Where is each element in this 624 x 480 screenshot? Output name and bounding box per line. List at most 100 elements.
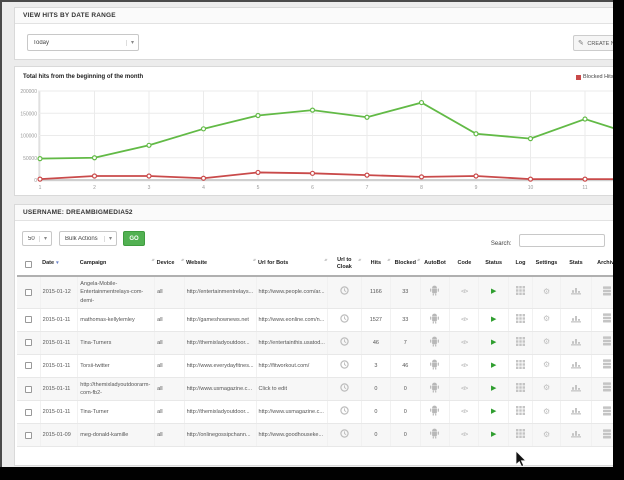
code-icon[interactable]: </> [461,409,468,416]
clock-icon[interactable] [340,383,349,394]
cell-log[interactable] [507,423,533,448]
clock-icon[interactable] [340,406,349,417]
col-header-campaign[interactable]: Campaign ▴▾ [77,253,155,277]
row-checkbox[interactable] [24,385,32,393]
cell-autobot[interactable] [419,377,450,402]
cell-url_to_cloak[interactable] [326,276,362,309]
clock-icon[interactable] [340,286,349,297]
robot-icon[interactable] [430,359,440,372]
cell-url_for_bots[interactable]: http://www.usmagazine.c... [255,400,328,425]
cell-settings[interactable]: ⚙ [532,331,561,355]
cell-code[interactable]: </> [449,354,479,378]
row-checkbox[interactable] [24,288,32,296]
cell-url_to_cloak[interactable] [326,377,362,402]
grid-icon[interactable] [515,382,525,394]
cell-settings[interactable]: ⚙ [532,354,561,378]
cell-status[interactable]: ▶ [478,377,509,402]
cell-url_for_bots[interactable]: Click to edit [255,377,328,402]
gear-icon[interactable]: ⚙ [542,406,551,416]
cell-url_for_bots[interactable]: http://fitworkout.com/ [255,354,328,378]
cell-autobot[interactable] [419,276,450,309]
row-checkbox[interactable] [24,339,32,347]
cell-url_to_cloak[interactable] [326,308,362,332]
cell-checkbox[interactable] [17,308,41,332]
cell-checkbox[interactable] [17,400,41,425]
code-icon[interactable]: </> [461,385,468,392]
cell-url_for_bots[interactable]: http://www.goodhouseke... [255,423,328,448]
row-checkbox[interactable] [24,431,32,439]
cell-code[interactable]: </> [449,377,479,402]
clock-icon[interactable] [340,313,349,325]
cell-checkbox[interactable] [17,276,41,309]
cell-website[interactable]: http://themixladyoutdoor... [183,400,257,425]
gear-icon[interactable]: ⚙ [542,337,551,347]
chart-icon[interactable] [570,288,581,297]
cell-log[interactable] [507,308,533,332]
cell-code[interactable]: </> [449,276,479,309]
create-new-campaign-button[interactable]: ✎ CREATE NEW CAMPAIGN [573,35,624,51]
cell-status[interactable]: ▶ [478,400,509,425]
cell-device[interactable]: all [154,354,185,378]
chart-icon[interactable] [570,315,581,325]
play-icon[interactable]: ▶ [490,315,497,323]
cell-stats[interactable] [559,331,592,355]
robot-icon[interactable] [430,285,440,298]
cell-checkbox[interactable] [17,423,41,448]
code-icon[interactable]: </> [461,339,468,346]
cell-log[interactable] [507,276,533,309]
play-icon[interactable]: ▶ [490,384,497,392]
cell-status[interactable]: ▶ [478,276,509,309]
code-icon[interactable]: </> [461,289,468,296]
cell-device[interactable]: all [154,423,185,448]
search-input[interactable] [519,234,605,248]
chart-icon[interactable] [570,361,581,371]
code-icon[interactable]: </> [461,362,468,369]
cell-status[interactable]: ▶ [478,308,509,332]
cell-code[interactable]: </> [449,423,479,448]
col-header-hits[interactable]: Hits ▴▾ [361,253,390,277]
chart-icon[interactable] [570,431,581,440]
col-header-url_to_cloak[interactable]: Url to Cloak ▴▾ [327,253,361,277]
col-header-blocked[interactable]: Blocked ▴▾ [390,253,420,277]
col-header-website[interactable]: Website ▴▾ [184,253,256,277]
robot-icon[interactable] [430,336,440,349]
cell-website[interactable]: http://www.usmagazine.c... [183,377,257,402]
archive-icon[interactable] [602,286,612,298]
cell-stats[interactable] [559,377,592,402]
play-icon[interactable]: ▶ [490,408,497,415]
cell-url_for_bots[interactable]: http://entertainthis.usatod... [255,331,328,355]
cell-website[interactable]: http://gameshownews.net [183,308,257,332]
grid-icon[interactable] [515,336,525,348]
gear-icon[interactable]: ⚙ [542,314,551,324]
cell-autobot[interactable] [419,354,450,378]
code-icon[interactable]: </> [461,432,468,439]
archive-icon[interactable] [602,429,612,441]
play-icon[interactable]: ▶ [490,288,497,296]
cell-stats[interactable] [559,354,592,378]
gear-icon[interactable]: ⚙ [542,429,551,439]
cell-website[interactable]: http://entertainmentrelays... [183,276,257,309]
clock-icon[interactable] [340,429,349,440]
grid-icon[interactable] [515,406,525,417]
cell-device[interactable]: all [154,276,185,309]
cell-status[interactable]: ▶ [478,354,509,378]
cell-autobot[interactable] [419,400,450,425]
cell-checkbox[interactable] [17,377,41,402]
cell-code[interactable]: </> [449,308,479,332]
cell-log[interactable] [507,354,533,378]
select-all-checkbox[interactable] [25,260,33,268]
cell-stats[interactable] [559,400,592,425]
archive-icon[interactable] [602,406,612,418]
play-icon[interactable]: ▶ [490,338,497,346]
archive-icon[interactable] [602,359,612,371]
cell-autobot[interactable] [419,331,450,355]
col-header-date[interactable]: Date ▾ [40,253,78,277]
cell-status[interactable]: ▶ [478,331,509,355]
grid-icon[interactable] [515,313,525,325]
cell-device[interactable]: all [154,377,185,402]
cell-autobot[interactable] [419,423,450,448]
cell-device[interactable]: all [154,308,185,332]
cell-settings[interactable]: ⚙ [532,400,561,425]
gear-icon[interactable]: ⚙ [542,383,551,393]
cell-autobot[interactable] [419,308,450,332]
